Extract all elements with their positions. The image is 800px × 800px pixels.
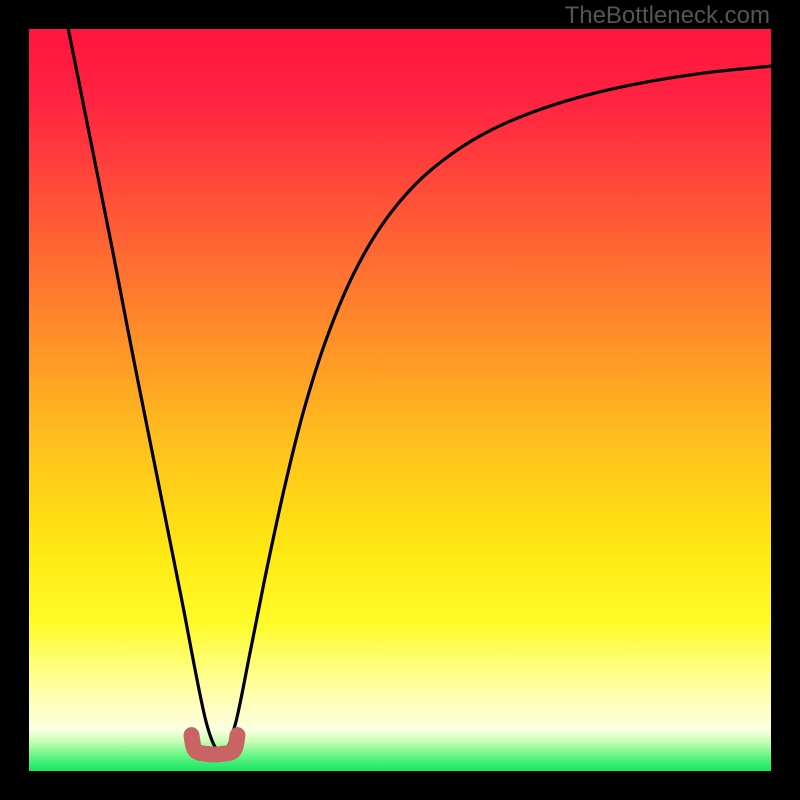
bottleneck-curve-chart bbox=[0, 0, 800, 800]
minimum-marker-dot bbox=[184, 727, 199, 742]
watermark-text: TheBottleneck.com bbox=[565, 2, 770, 30]
chart-container: TheBottleneck.com bbox=[0, 0, 800, 800]
minimum-marker-dot bbox=[230, 727, 245, 742]
